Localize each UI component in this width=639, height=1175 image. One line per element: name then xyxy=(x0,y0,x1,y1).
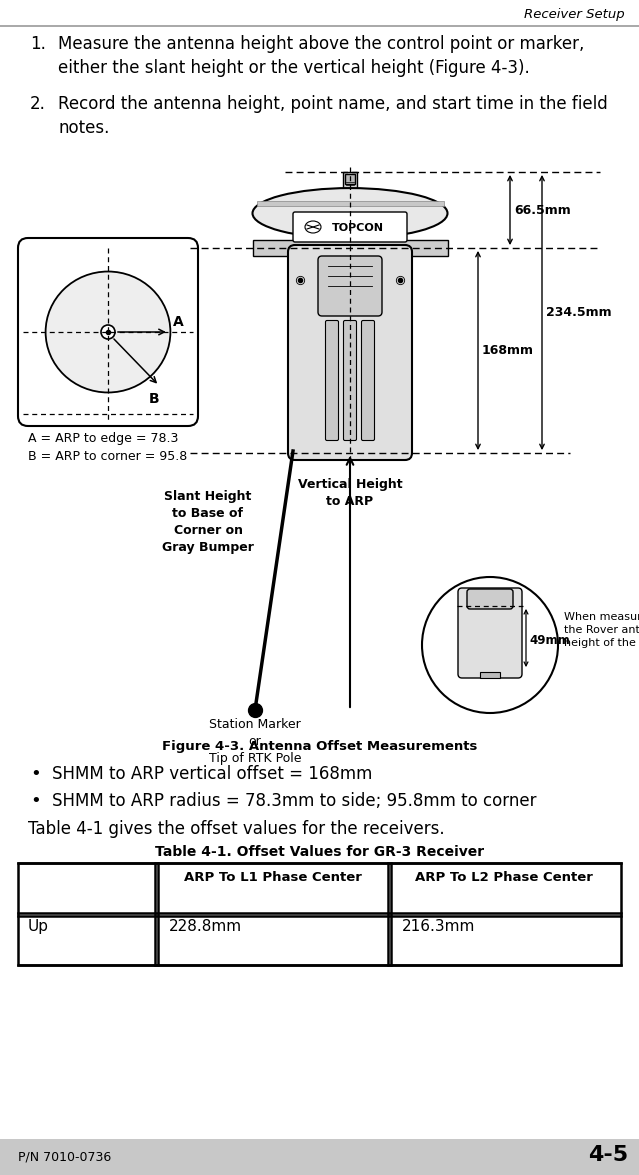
Text: ARP To L1 Phase Center: ARP To L1 Phase Center xyxy=(184,871,362,884)
FancyBboxPatch shape xyxy=(344,321,357,441)
Bar xyxy=(0,1139,639,1175)
FancyBboxPatch shape xyxy=(362,321,374,441)
Ellipse shape xyxy=(45,271,171,392)
Text: ARP To L2 Phase Center: ARP To L2 Phase Center xyxy=(415,871,593,884)
Bar xyxy=(257,201,444,206)
Text: When measuring the height of
the Rover antenna, include the
height of the Quick : When measuring the height of the Rover a… xyxy=(564,612,639,649)
Text: Record the antenna height, point name, and start time in the field
notes.: Record the antenna height, point name, a… xyxy=(58,95,608,136)
Text: B: B xyxy=(149,391,160,405)
Ellipse shape xyxy=(305,221,321,233)
FancyBboxPatch shape xyxy=(467,589,513,609)
Text: 4-5: 4-5 xyxy=(588,1144,628,1164)
Text: Figure 4-3. Antenna Offset Measurements: Figure 4-3. Antenna Offset Measurements xyxy=(162,740,478,753)
Text: 234.5mm: 234.5mm xyxy=(546,306,612,318)
Text: 168mm: 168mm xyxy=(482,343,534,356)
Text: Up: Up xyxy=(28,919,49,934)
FancyBboxPatch shape xyxy=(325,321,339,441)
Ellipse shape xyxy=(252,188,447,239)
Text: SHMM to ARP radius = 78.3mm to side; 95.8mm to corner: SHMM to ARP radius = 78.3mm to side; 95.… xyxy=(52,792,537,810)
Text: Table 4-1. Offset Values for GR-3 Receiver: Table 4-1. Offset Values for GR-3 Receiv… xyxy=(155,845,484,859)
Text: 2.: 2. xyxy=(30,95,46,113)
FancyBboxPatch shape xyxy=(288,246,412,459)
Text: •: • xyxy=(30,792,41,810)
Text: SHMM to ARP vertical offset = 168mm: SHMM to ARP vertical offset = 168mm xyxy=(52,765,373,783)
Circle shape xyxy=(101,325,115,340)
Text: 66.5mm: 66.5mm xyxy=(514,203,571,216)
Text: •: • xyxy=(30,765,41,783)
Text: A: A xyxy=(173,315,183,329)
FancyBboxPatch shape xyxy=(318,256,382,316)
Text: 228.8mm: 228.8mm xyxy=(169,919,242,934)
Text: Slant Height
to Base of
Corner on
Gray Bumper: Slant Height to Base of Corner on Gray B… xyxy=(162,490,254,553)
Bar xyxy=(480,672,500,678)
Text: TOPCON: TOPCON xyxy=(332,223,384,233)
Bar xyxy=(18,862,621,965)
Bar xyxy=(253,240,448,256)
Circle shape xyxy=(422,577,558,713)
Text: Table 4-1 gives the offset values for the receivers.: Table 4-1 gives the offset values for th… xyxy=(28,820,445,838)
Text: Vertical Height
to ARP: Vertical Height to ARP xyxy=(298,478,403,508)
Bar xyxy=(345,174,355,184)
Text: Receiver Setup: Receiver Setup xyxy=(525,8,625,21)
FancyBboxPatch shape xyxy=(18,239,198,427)
Text: Station Marker
or
Tip of RTK Pole: Station Marker or Tip of RTK Pole xyxy=(209,718,301,765)
Text: 49mm: 49mm xyxy=(529,633,570,646)
Text: P/N 7010-0736: P/N 7010-0736 xyxy=(18,1150,111,1163)
FancyBboxPatch shape xyxy=(458,588,522,678)
Text: 216.3mm: 216.3mm xyxy=(402,919,475,934)
FancyBboxPatch shape xyxy=(293,212,407,242)
Text: 1.: 1. xyxy=(30,35,46,53)
Bar xyxy=(18,862,621,965)
Text: Measure the antenna height above the control point or marker,
either the slant h: Measure the antenna height above the con… xyxy=(58,35,585,76)
Text: A = ARP to edge = 78.3
B = ARP to corner = 95.8: A = ARP to edge = 78.3 B = ARP to corner… xyxy=(28,432,187,463)
Bar xyxy=(343,172,357,192)
